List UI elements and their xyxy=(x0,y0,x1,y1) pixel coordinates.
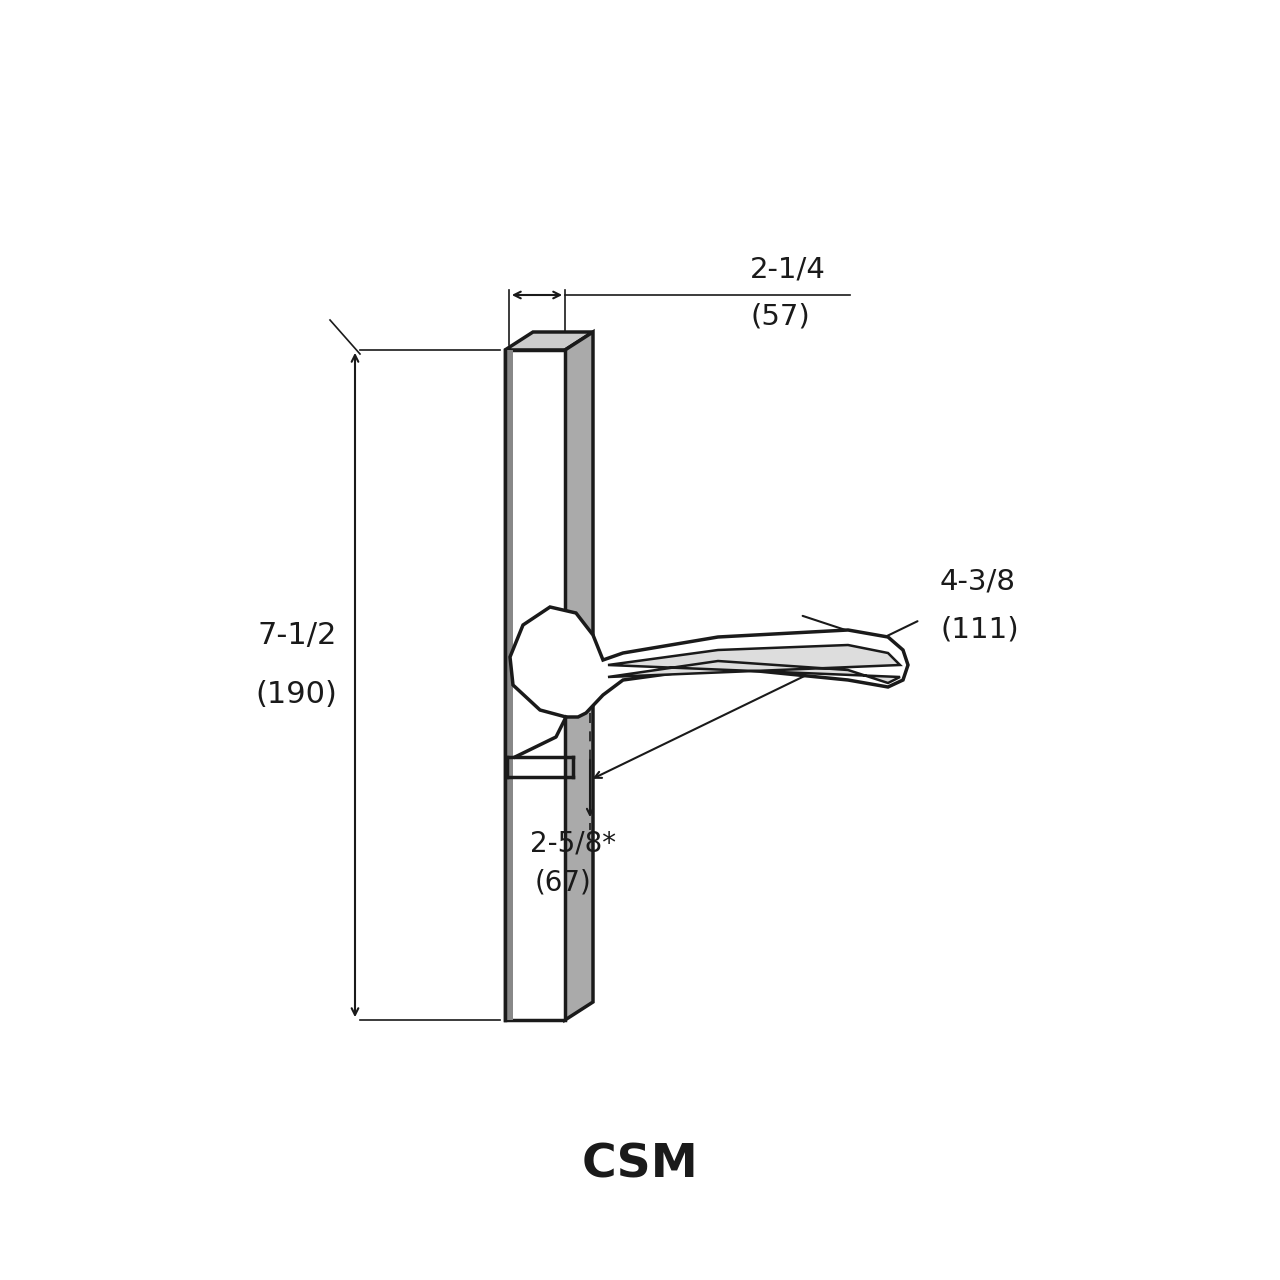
Text: 4-3/8: 4-3/8 xyxy=(940,567,1016,595)
Polygon shape xyxy=(509,607,908,717)
Text: 7-1/2: 7-1/2 xyxy=(257,621,337,650)
Polygon shape xyxy=(564,332,593,1020)
Polygon shape xyxy=(506,332,593,349)
Polygon shape xyxy=(506,349,564,1020)
Text: CSM: CSM xyxy=(581,1143,699,1188)
Text: (190): (190) xyxy=(255,680,337,709)
Text: 2-1/4: 2-1/4 xyxy=(750,255,826,283)
Polygon shape xyxy=(608,645,900,684)
Text: (57): (57) xyxy=(750,303,810,332)
Text: (111): (111) xyxy=(940,614,1019,643)
Text: 2-5/8*: 2-5/8* xyxy=(530,829,616,858)
Polygon shape xyxy=(506,349,513,1020)
Text: (67): (67) xyxy=(535,868,591,896)
